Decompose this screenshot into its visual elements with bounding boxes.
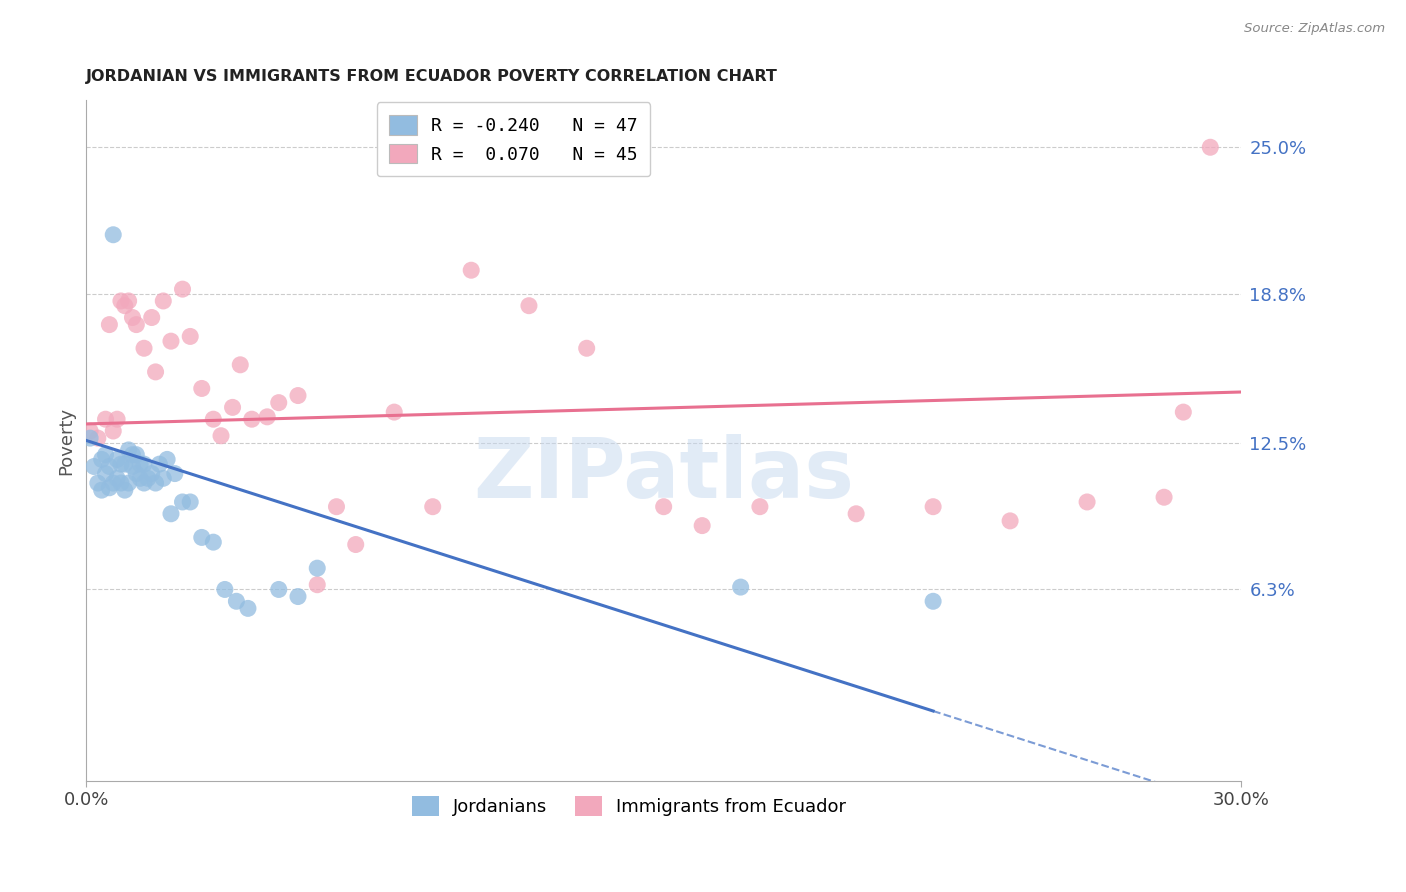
Point [156,452,179,467]
Point [105,471,128,485]
Point [152,471,174,485]
Point [90,452,112,467]
Point [307,578,329,592]
Point [307,561,329,575]
Point [344,537,367,551]
Point [103,476,125,491]
Point [652,500,675,514]
Point [179,495,201,509]
Point [105,452,128,467]
Point [125,448,148,462]
Point [141,467,163,481]
Point [152,293,174,308]
Point [209,429,232,443]
Point [79,431,101,445]
Point [998,514,1021,528]
Point [117,476,139,491]
Point [103,227,125,242]
Point [517,299,540,313]
Point [117,442,139,457]
Point [287,590,309,604]
Point [87,431,110,445]
Point [202,412,225,426]
Point [287,388,309,402]
Point [145,365,167,379]
Point [129,457,152,471]
Point [160,334,183,348]
Point [267,395,290,409]
Point [382,405,405,419]
Point [240,412,263,426]
Point [110,476,132,491]
Point [172,495,194,509]
Point [98,318,121,332]
Point [1199,140,1222,154]
Point [229,358,252,372]
Point [121,310,143,325]
Point [922,594,945,608]
Point [132,341,155,355]
Point [460,263,482,277]
Point [105,412,128,426]
Point [114,457,136,471]
Point [267,582,290,597]
Point [1153,490,1175,504]
Point [1173,405,1195,419]
Point [129,471,152,485]
Point [179,329,201,343]
Point [148,457,170,471]
Point [94,467,117,481]
Text: ZIPatlas: ZIPatlas [474,434,855,515]
Point [690,518,713,533]
Point [191,531,214,545]
Point [163,467,186,481]
Point [575,341,598,355]
Point [225,594,247,608]
Legend: Jordanians, Immigrants from Ecuador: Jordanians, Immigrants from Ecuador [405,789,853,823]
Point [110,293,132,308]
Y-axis label: Poverty: Poverty [58,407,75,475]
Point [1076,495,1098,509]
Point [98,481,121,495]
Text: Source: ZipAtlas.com: Source: ZipAtlas.com [1244,22,1385,36]
Point [121,448,143,462]
Point [172,282,194,296]
Point [114,299,136,313]
Point [325,500,347,514]
Point [121,459,143,474]
Point [214,582,236,597]
Point [117,293,139,308]
Point [191,381,214,395]
Point [748,500,770,514]
Point [83,459,105,474]
Point [87,476,110,491]
Point [103,424,125,438]
Point [90,483,112,497]
Point [202,535,225,549]
Point [422,500,444,514]
Point [160,507,183,521]
Point [132,457,155,471]
Point [256,409,278,424]
Point [94,448,117,462]
Point [221,401,243,415]
Point [132,476,155,491]
Point [236,601,259,615]
Point [110,457,132,471]
Point [730,580,752,594]
Point [125,318,148,332]
Point [125,467,148,481]
Point [136,471,159,485]
Point [145,476,167,491]
Text: JORDANIAN VS IMMIGRANTS FROM ECUADOR POVERTY CORRELATION CHART: JORDANIAN VS IMMIGRANTS FROM ECUADOR POV… [86,69,778,84]
Point [94,412,117,426]
Point [79,424,101,438]
Point [845,507,868,521]
Point [141,310,163,325]
Point [922,500,945,514]
Point [114,483,136,497]
Point [98,459,121,474]
